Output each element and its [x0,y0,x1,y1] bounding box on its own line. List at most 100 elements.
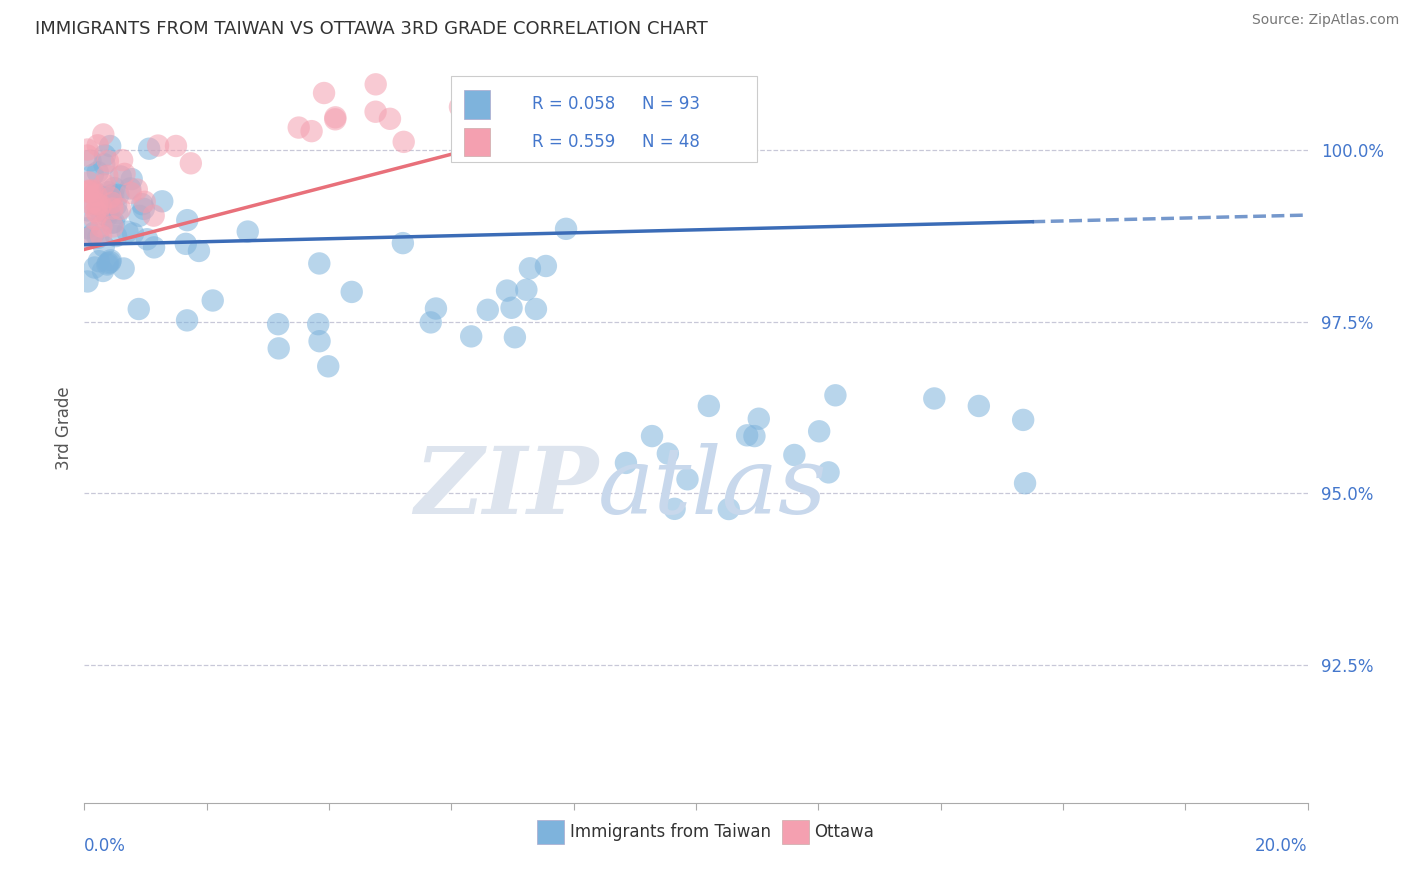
Point [477,302,499,317]
Point [143,240,166,254]
Point [101,202,124,216]
Point [105,198,128,212]
Point [107,187,129,202]
Point [98,139,121,153]
Point [316,359,339,374]
Point [128,301,150,316]
Point [84,204,107,219]
Point [105,229,128,244]
Point [657,446,679,460]
Point [496,284,519,298]
Point [340,285,363,299]
Point [94,148,117,162]
FancyBboxPatch shape [782,820,808,844]
Point [90,219,112,234]
Point [307,317,329,331]
Point [176,213,198,227]
Point [101,219,124,234]
Point [524,301,547,316]
Point [174,236,197,251]
Point [449,100,471,114]
Point [555,222,578,236]
Point [84,186,107,200]
FancyBboxPatch shape [464,90,491,119]
Point [267,317,290,331]
Point [87,231,110,245]
Text: ZIP: ZIP [413,443,598,533]
Point [79,153,101,168]
Text: Immigrants from Taiwan: Immigrants from Taiwan [569,823,770,841]
Point [664,501,686,516]
Point [77,175,100,189]
Point [515,283,537,297]
Point [103,181,125,195]
Point [101,195,124,210]
Text: Ottawa: Ottawa [814,823,875,841]
Point [97,256,120,270]
Point [107,206,129,220]
Point [76,143,98,157]
Point [86,197,108,211]
Point [91,264,114,278]
Point [967,399,990,413]
Point [308,256,330,270]
Point [503,330,526,344]
Point [111,153,134,167]
Point [120,181,142,195]
Point [236,225,259,239]
Point [808,425,831,439]
Point [114,167,136,181]
Point [142,209,165,223]
Point [87,207,110,221]
Point [817,466,839,480]
Point [308,334,330,349]
Point [76,221,98,235]
Point [301,124,323,138]
Point [1014,476,1036,491]
Point [697,399,720,413]
Point [90,198,112,212]
Point [96,209,118,223]
Point [91,128,114,142]
Point [744,429,766,443]
FancyBboxPatch shape [464,128,491,156]
Point [108,202,131,216]
Point [83,260,105,275]
Point [201,293,224,308]
Point [97,154,120,169]
Point [614,456,637,470]
Point [103,215,125,229]
Point [134,194,156,209]
Point [82,168,104,182]
FancyBboxPatch shape [451,76,758,162]
Point [98,255,121,269]
Point [122,227,145,241]
Point [824,388,846,402]
Point [287,120,309,135]
Point [783,448,806,462]
Point [188,244,211,258]
Point [136,232,159,246]
Point [364,78,387,92]
Point [364,104,387,119]
Point [138,142,160,156]
Point [77,185,100,199]
Point [456,109,478,123]
Point [117,225,139,239]
Point [93,190,115,204]
Point [128,209,150,223]
Point [100,188,122,202]
Point [460,329,482,343]
Point [83,226,105,240]
Point [146,138,169,153]
Text: IMMIGRANTS FROM TAIWAN VS OTTAWA 3RD GRADE CORRELATION CHART: IMMIGRANTS FROM TAIWAN VS OTTAWA 3RD GRA… [35,21,709,38]
Point [519,261,541,276]
Text: N = 48: N = 48 [643,133,700,151]
Point [112,261,135,276]
Point [110,169,132,184]
Point [93,178,115,192]
Point [132,202,155,216]
Point [534,259,557,273]
Point [93,239,115,253]
Point [325,111,347,125]
